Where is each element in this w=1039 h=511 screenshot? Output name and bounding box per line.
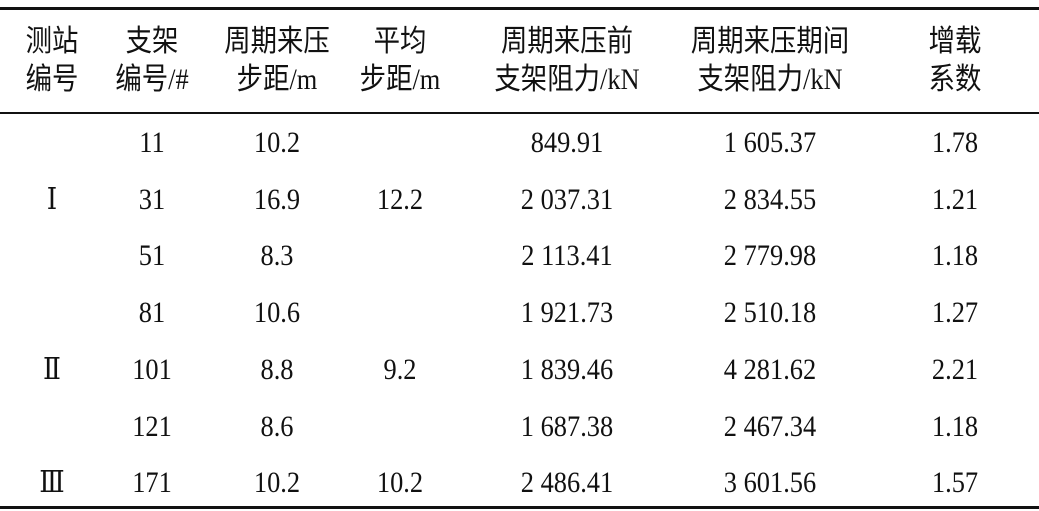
data-cell: 2 510.18 [723,296,817,330]
data-cell: 3 601.56 [723,466,817,500]
data-cell: 2 834.55 [723,182,817,216]
header-cell: 支架 [125,25,179,58]
data-cell: 1 687.38 [520,409,614,443]
data-cell: 2 467.34 [723,409,817,443]
data-cell: 8.3 [260,239,294,273]
data-cell: 1.21 [931,182,979,216]
data-cell: 1 839.46 [520,352,614,386]
header-cell: 系数 [928,63,982,96]
header-cell: 支架阻力/kN [697,63,843,96]
data-cell: 10.2 [253,126,301,159]
data-cell: 81 [138,296,166,330]
data-cell: 8.6 [260,409,294,443]
header-cell: 编号/# [115,63,189,96]
data-cell: 1.27 [931,296,979,330]
bottom-rule [0,506,1039,509]
data-cell: 2 113.41 [521,239,613,273]
data-cell: 1.18 [931,239,979,273]
top-rule [0,7,1039,10]
header-cell: 编号 [25,63,79,96]
data-cell: 849.91 [530,126,604,159]
data-cell: 1 921.73 [520,296,614,330]
data-cell: 10.2 [253,466,301,500]
station-cell: Ⅰ [46,182,58,216]
data-cell: 31 [138,182,166,216]
header-cell: 测站 [25,25,79,58]
header-cell: 周期来压期间 [690,25,850,58]
average-cell: 12.2 [376,182,424,216]
header-cell: 步距/m [359,63,441,96]
data-cell: 2 779.98 [723,239,817,273]
data-cell: 1 605.37 [723,126,817,159]
header-cell: 支架阻力/kN [494,63,640,96]
header-rule [0,112,1039,114]
data-cell: 16.9 [253,182,301,216]
data-cell: 101 [132,352,172,386]
data-cell: 1.78 [931,126,979,159]
data-cell: 1.18 [931,409,979,443]
data-cell: 2.21 [931,352,979,386]
data-cell: 11 [139,126,165,159]
data-cell: 4 281.62 [723,352,817,386]
header-cell: 步距/m [236,63,318,96]
data-cell: 1.57 [931,466,979,500]
header-cell: 周期来压 [224,25,330,58]
data-cell: 51 [138,239,166,273]
header-cell: 周期来压前 [501,25,633,58]
data-cell: 10.6 [253,296,301,330]
data-cell: 2 037.31 [520,182,614,216]
header-cell: 增载 [928,25,982,58]
data-cell: 171 [132,466,172,500]
data-cell: 8.8 [260,352,294,386]
data-cell: 121 [132,409,172,443]
average-cell: 10.2 [376,466,424,500]
station-cell: Ⅲ [39,466,65,500]
header-cell: 平均 [373,25,427,58]
data-cell: 2 486.41 [520,466,614,500]
average-cell: 9.2 [383,352,417,386]
station-cell: Ⅱ [43,352,61,386]
